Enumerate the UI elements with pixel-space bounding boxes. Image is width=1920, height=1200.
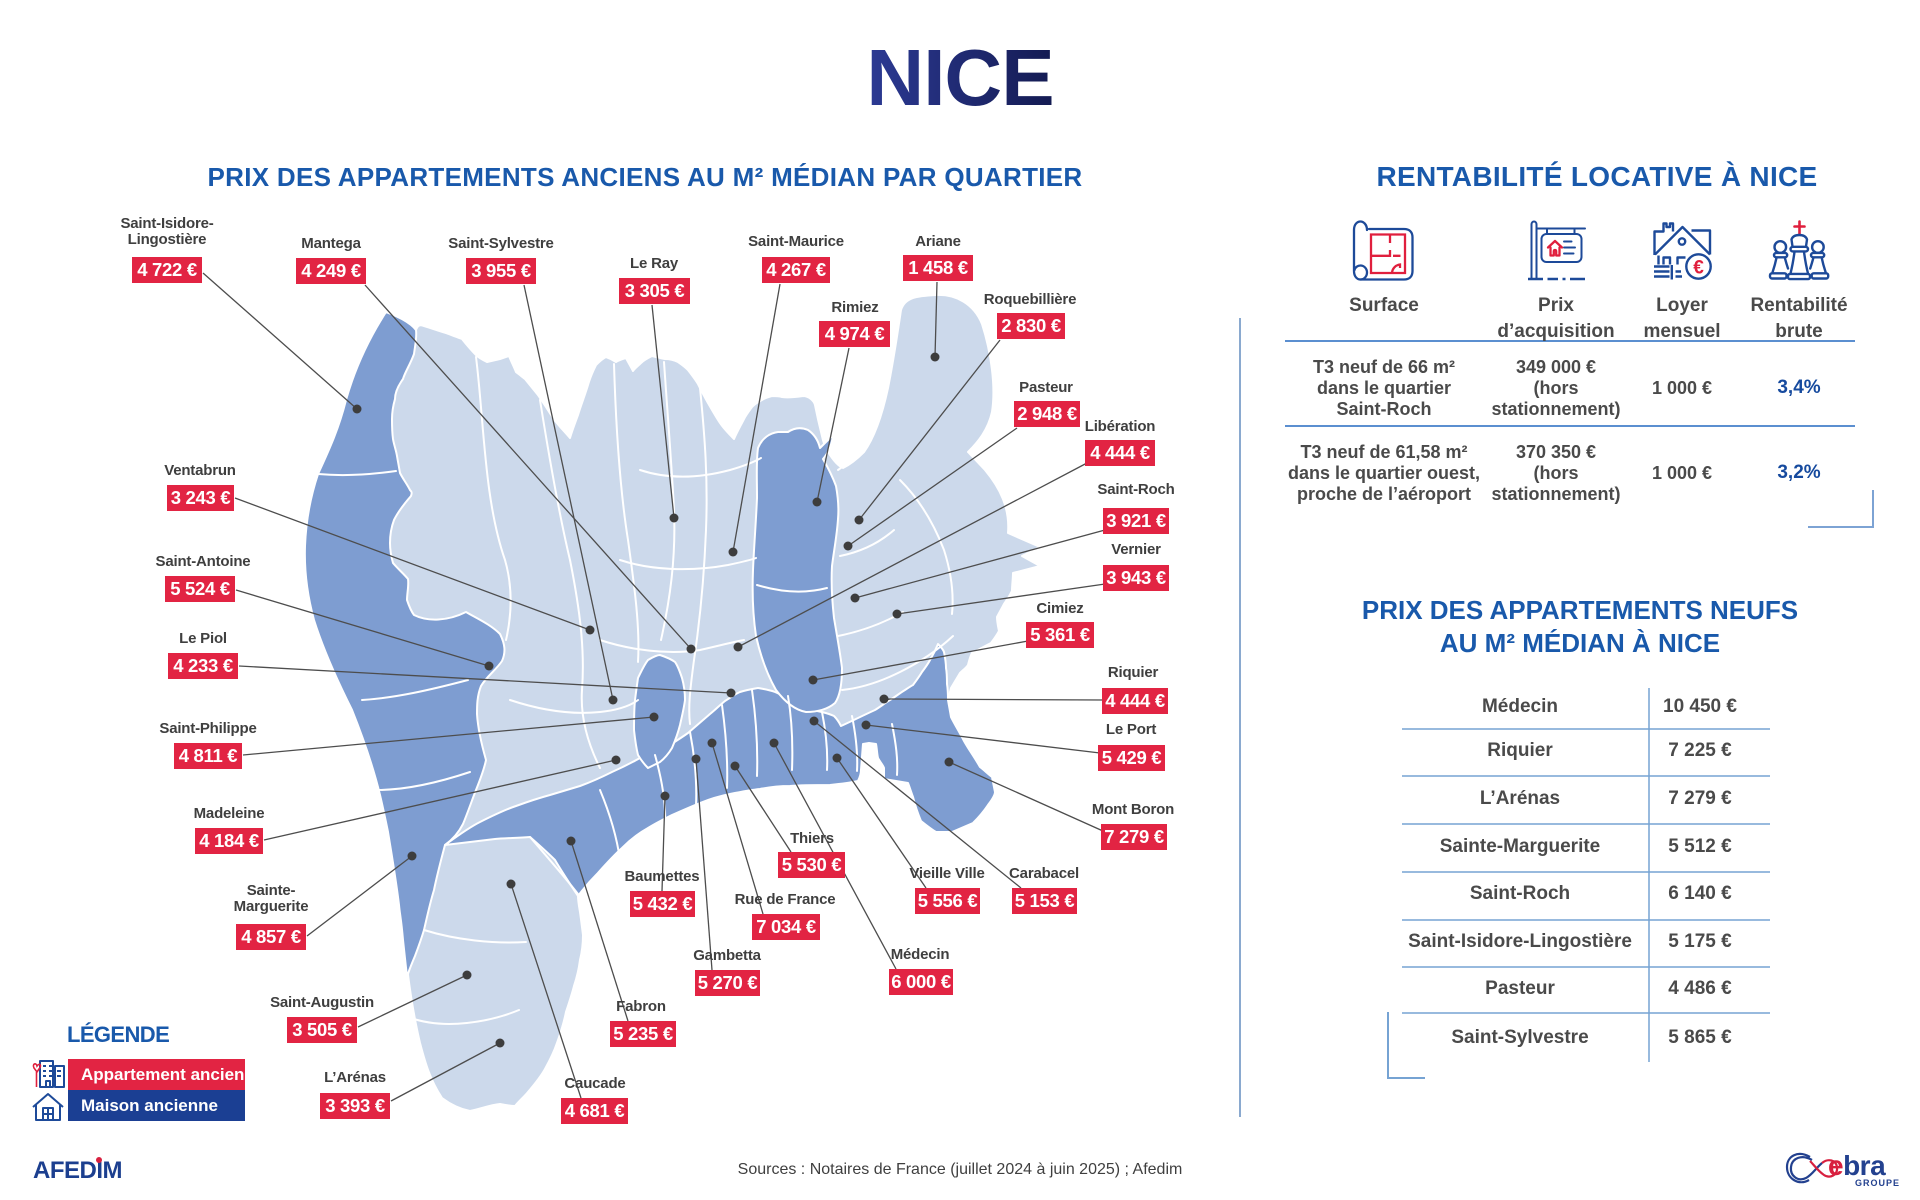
svg-text:€: € bbox=[1693, 258, 1704, 279]
